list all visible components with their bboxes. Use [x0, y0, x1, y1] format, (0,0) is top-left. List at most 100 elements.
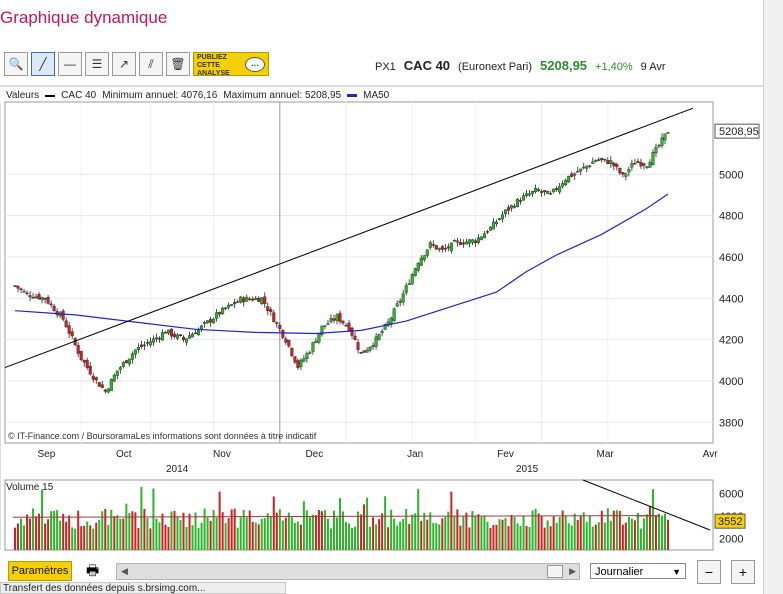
y-tick-label: 4000	[719, 376, 743, 388]
volume-bar	[345, 521, 348, 550]
candle-down	[507, 207, 511, 211]
parallel-lines-tool-button[interactable]: ⫽	[139, 52, 163, 76]
candle-down	[600, 157, 604, 161]
scrollbar-thumb[interactable]	[547, 565, 563, 578]
volume-bar	[667, 519, 669, 550]
publish-analysis-button[interactable]: PUBLIEZ CETTE ANALYSE …	[193, 52, 269, 77]
candle-up	[389, 317, 393, 324]
candle-up	[579, 168, 583, 172]
volume-bar	[104, 509, 107, 550]
candle-down	[266, 306, 270, 311]
candle-up	[654, 146, 658, 154]
volume-bar	[375, 524, 378, 550]
volume-bar	[642, 518, 645, 550]
parallel-lines-tool-icon: ⫽	[148, 56, 154, 71]
fibonacci-tool-button[interactable]: ☰	[85, 52, 109, 76]
candle-up	[482, 233, 486, 239]
volume-title: Volume 15	[6, 482, 54, 493]
volume-last-label: 3552	[718, 516, 742, 528]
zoom-out-button[interactable]: −	[697, 560, 721, 584]
volume-bar	[68, 515, 71, 550]
volume-bar	[164, 524, 167, 550]
candle-down	[278, 325, 282, 329]
copyright-notice: © IT-Finance.com / BoursoramaLes informa…	[8, 431, 317, 441]
candle-up	[374, 336, 378, 347]
volume-bar	[498, 519, 501, 550]
candle-up	[419, 257, 423, 266]
candle-up	[395, 303, 399, 307]
scroll-right-icon[interactable]: ▶	[569, 566, 576, 576]
candle-up	[528, 193, 532, 196]
candle-down	[570, 173, 574, 177]
volume-bar	[447, 511, 450, 550]
candle-up	[166, 329, 170, 334]
candle-down	[37, 294, 41, 300]
volume-bar	[363, 504, 366, 550]
x-tick-label: Mar	[597, 449, 615, 460]
legend-series1-swatch	[45, 94, 56, 97]
volume-bar	[549, 526, 552, 550]
trendline-tool-button[interactable]: ╱	[31, 52, 55, 76]
volume-bar	[456, 509, 459, 550]
candle-up	[191, 333, 195, 338]
candle-down	[272, 312, 276, 323]
candle-up	[522, 195, 526, 201]
zoom-tool-button[interactable]: 🔍	[4, 52, 28, 76]
candle-down	[124, 360, 128, 364]
candle-up	[591, 161, 595, 164]
candle-up	[470, 239, 474, 243]
candle-up	[323, 325, 327, 327]
candle-up	[525, 193, 529, 196]
volume-bar	[86, 521, 89, 550]
volume-bar	[125, 503, 128, 550]
volume-bar	[245, 517, 248, 550]
candle-down	[82, 359, 86, 363]
volume-bar	[474, 516, 477, 550]
volume-bar	[648, 505, 651, 550]
candle-up	[230, 304, 234, 306]
candle-down	[618, 168, 622, 174]
volume-bar	[170, 511, 173, 550]
delete-drawings-button[interactable]: 🗑	[166, 52, 190, 76]
volume-bar	[504, 518, 507, 550]
quote-header: PX1 CAC 40 (Euronext Pari) 5208,95 +1,40…	[375, 58, 666, 73]
volume-bar	[224, 523, 227, 550]
candle-down	[666, 132, 670, 134]
interval-select[interactable]: Journalier ▼	[590, 563, 686, 579]
parameters-button[interactable]: Paramètres	[8, 561, 72, 581]
zoom-in-button[interactable]: +	[731, 560, 755, 584]
volume-bar	[537, 513, 540, 550]
volume-bar	[597, 522, 600, 550]
candle-up	[488, 226, 492, 231]
history-scrollbar[interactable]: ◀ ▶	[116, 563, 580, 580]
candle-down	[263, 296, 267, 305]
volume-bar	[248, 510, 251, 550]
x-year-label: 2015	[516, 464, 539, 475]
candle-down	[139, 344, 143, 348]
page-vertical-scrollbar[interactable]	[763, 0, 783, 594]
horizontal-line-tool-button[interactable]: —	[58, 52, 82, 76]
candle-up	[398, 300, 402, 303]
channel-tool-button[interactable]: ↗	[112, 52, 136, 76]
candle-down	[257, 297, 261, 302]
candle-down	[615, 164, 619, 168]
volume-bar	[453, 516, 456, 550]
volume-bar	[257, 524, 260, 550]
candle-down	[172, 333, 176, 337]
volume-bar	[50, 511, 53, 550]
volume-bar	[387, 527, 390, 550]
volume-bar	[417, 488, 420, 550]
legend-series1-label: CAC 40	[61, 90, 97, 101]
candle-up	[221, 307, 225, 314]
zoom-out-icon: −	[704, 564, 714, 580]
candle-up	[380, 331, 384, 334]
printer-icon[interactable]: 🖶	[86, 562, 100, 578]
scroll-left-icon[interactable]: ◀	[121, 566, 128, 576]
x-tick-label: Sep	[37, 449, 55, 460]
volume-bar	[56, 510, 59, 550]
x-tick-label: Oct	[116, 449, 132, 460]
speech-bubble-icon: …	[245, 57, 265, 72]
candle-down	[70, 331, 74, 337]
volume-bar	[495, 524, 498, 550]
